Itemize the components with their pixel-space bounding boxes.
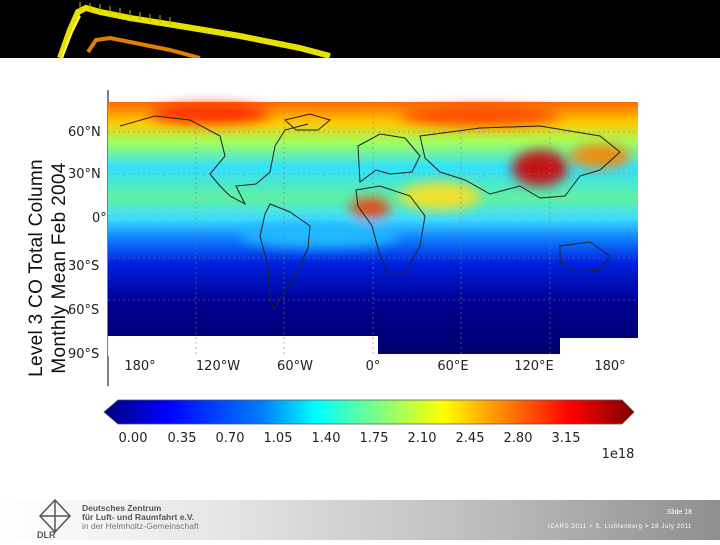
satellite-track-graphic bbox=[0, 0, 720, 58]
colorbar-tick: 0.35 bbox=[168, 431, 197, 446]
colorbar-tick: 1.40 bbox=[312, 431, 341, 446]
footer-bar bbox=[0, 500, 720, 540]
slide-number: Slide 18 bbox=[666, 509, 692, 516]
dlr-logo-icon: DLR bbox=[30, 494, 80, 540]
colorbar-gradient bbox=[103, 399, 635, 425]
org-line1: Deutsches Zentrum bbox=[82, 503, 162, 513]
lat-label: 30°N bbox=[68, 167, 101, 182]
colorbar-tick: 1.75 bbox=[360, 431, 389, 446]
lat-label: 0° bbox=[92, 211, 107, 226]
colorbar-tick: 3.15 bbox=[552, 431, 581, 446]
title-line1: Level 3 CO Total Column bbox=[26, 159, 47, 377]
graticule bbox=[108, 102, 638, 354]
colorbar-multiplier: 1e18 bbox=[602, 447, 635, 462]
lon-label: 0° bbox=[366, 359, 381, 374]
lon-label: 120°E bbox=[514, 359, 554, 374]
colorbar-tick: 2.45 bbox=[456, 431, 485, 446]
colorbar-tick: 2.10 bbox=[408, 431, 437, 446]
co-field bbox=[108, 102, 640, 356]
lat-label: 60°S bbox=[68, 303, 99, 318]
org-line2: für Luft- und Raumfahrt e.V. bbox=[82, 512, 195, 522]
colorbar: 0.00 0.35 0.70 1.05 1.40 1.75 2.10 2.45 … bbox=[100, 398, 660, 462]
colorbar-tick: 0.00 bbox=[119, 431, 148, 446]
colorbar-tick: 0.70 bbox=[216, 431, 245, 446]
org-name: Deutsches Zentrum für Luft- und Raumfahr… bbox=[82, 504, 199, 531]
colorbar-tick: 2.80 bbox=[504, 431, 533, 446]
dlr-logo-text: DLR bbox=[37, 530, 56, 540]
lon-label: 60°W bbox=[277, 359, 313, 374]
coastlines bbox=[119, 113, 621, 312]
org-line3: in der Helmholtz-Gemeinschaft bbox=[82, 521, 199, 531]
lon-label: 60°E bbox=[437, 359, 468, 374]
lat-label: 30°S bbox=[68, 259, 99, 274]
colorbar-tick: 1.05 bbox=[264, 431, 293, 446]
footer-credit: ICARS 2011 > S. Lichtenberg > 28 July 20… bbox=[547, 524, 692, 530]
lon-label: 180° bbox=[594, 359, 625, 374]
co-map: 60°N 30°N 0° 30°S 60°S 90°S 180° 120°W 6… bbox=[60, 86, 660, 404]
colorbar-svg: 0.00 0.35 0.70 1.05 1.40 1.75 2.10 2.45 … bbox=[103, 399, 635, 462]
footer: DLR Deutsches Zentrum für Luft- und Raum… bbox=[0, 494, 720, 540]
lat-label: 90°S bbox=[68, 347, 99, 362]
map-svg: 60°N 30°N 0° 30°S 60°S 90°S 180° 120°W 6… bbox=[68, 90, 640, 404]
top-banner bbox=[0, 0, 720, 58]
lon-label: 120°W bbox=[196, 359, 240, 374]
lon-label: 180° bbox=[124, 359, 155, 374]
lat-label: 60°N bbox=[68, 125, 101, 140]
